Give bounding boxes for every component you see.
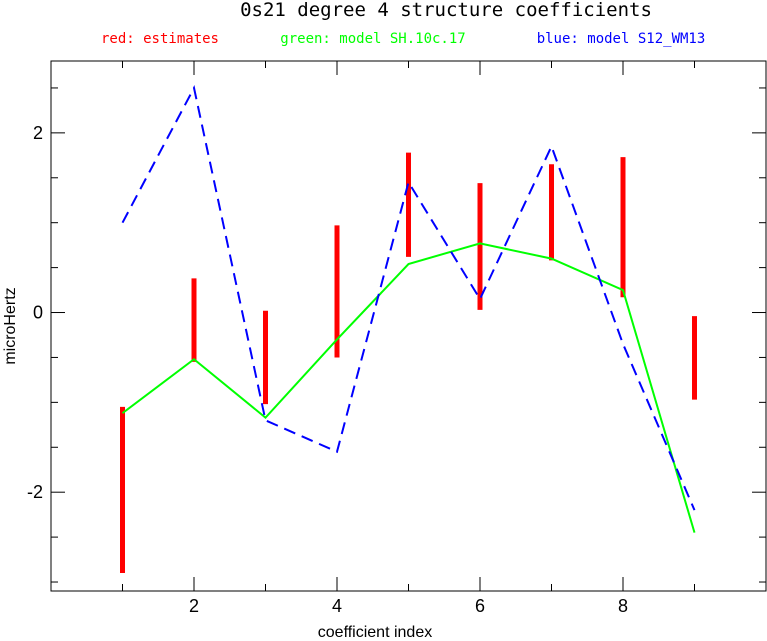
legend-item-estimates: red: estimates xyxy=(101,31,219,47)
axis-ticks: 2 4 6 8 2 0 -2 xyxy=(27,61,766,616)
legend-item-sh10c17: green: model SH.10c.17 xyxy=(280,31,465,47)
y-tick-label: 0 xyxy=(33,303,43,323)
x-tick-label: 6 xyxy=(475,596,485,616)
x-tick-label: 4 xyxy=(332,596,342,616)
series-line-s12wm13 xyxy=(121,85,696,511)
chart-title: 0s21 degree 4 structure coefficients xyxy=(240,0,652,21)
y-tick-label: 2 xyxy=(33,123,43,143)
x-tick-label: 2 xyxy=(189,596,199,616)
y-tick-label: -2 xyxy=(27,482,43,502)
series-layer xyxy=(120,85,697,574)
y-axis-label: microHertz xyxy=(2,287,19,364)
series-line-sh10c17 xyxy=(121,242,696,533)
plot-frame xyxy=(50,60,767,592)
x-tick-label: 8 xyxy=(618,596,628,616)
legend-item-s12wm13: blue: model S12_WM13 xyxy=(537,31,706,47)
x-axis-label: coefficient index xyxy=(318,624,432,641)
